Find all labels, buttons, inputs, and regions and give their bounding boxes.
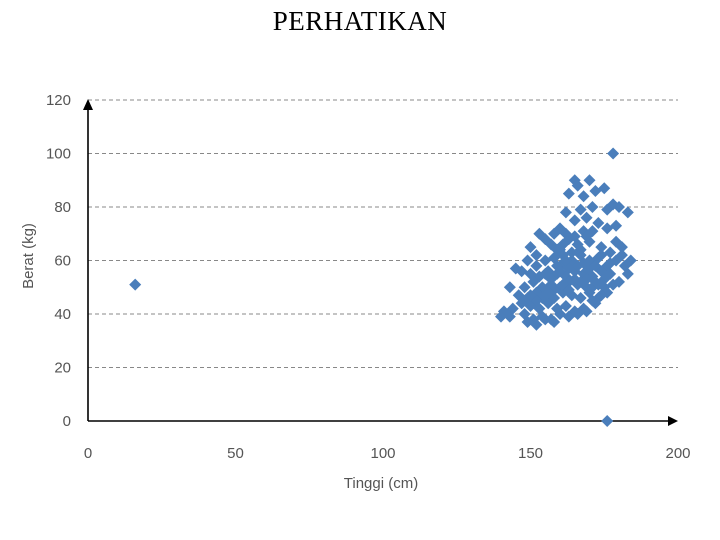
data-point bbox=[518, 281, 531, 294]
data-point bbox=[530, 259, 543, 272]
data-point bbox=[580, 211, 593, 224]
data-point bbox=[595, 249, 608, 262]
data-point bbox=[586, 294, 599, 307]
tick-labels: 0 20 40 60 80 100 120 0 50 100 150 200 bbox=[46, 92, 691, 462]
data-point bbox=[586, 201, 599, 213]
data-point bbox=[559, 254, 572, 267]
data-point bbox=[595, 241, 608, 254]
data-point bbox=[551, 243, 564, 256]
data-point bbox=[503, 281, 516, 294]
data-point bbox=[539, 267, 552, 280]
data-point bbox=[539, 254, 552, 267]
data-points bbox=[129, 147, 637, 427]
data-point bbox=[562, 187, 575, 200]
data-point bbox=[548, 316, 561, 329]
data-point bbox=[521, 316, 534, 329]
x-axis-arrow bbox=[668, 416, 678, 426]
data-point bbox=[598, 182, 611, 195]
data-point bbox=[495, 310, 507, 323]
y-tick-label: 100 bbox=[46, 146, 71, 163]
data-point bbox=[589, 259, 602, 272]
data-point bbox=[604, 246, 617, 259]
x-tick-label: 50 bbox=[227, 445, 244, 462]
data-point bbox=[586, 225, 599, 238]
data-point bbox=[503, 310, 516, 323]
data-point bbox=[568, 214, 581, 227]
data-point bbox=[607, 278, 620, 291]
x-tick-label: 200 bbox=[665, 445, 690, 462]
data-point bbox=[610, 219, 623, 232]
data-point bbox=[607, 147, 620, 160]
data-point bbox=[521, 254, 534, 267]
slide-title: PERHATIKAN bbox=[272, 6, 448, 36]
y-tick-label: 40 bbox=[54, 306, 71, 323]
y-tick-label: 80 bbox=[54, 199, 71, 216]
data-point bbox=[574, 203, 587, 216]
y-tick-label: 120 bbox=[46, 92, 71, 109]
data-point bbox=[530, 318, 543, 331]
data-point bbox=[580, 305, 593, 318]
data-point bbox=[615, 249, 628, 262]
data-point bbox=[610, 235, 623, 248]
data-point bbox=[621, 267, 634, 280]
data-point bbox=[524, 289, 537, 302]
data-point bbox=[595, 289, 608, 302]
y-axis-title: Berat (kg) bbox=[20, 223, 37, 289]
data-point bbox=[554, 265, 566, 278]
x-tick-label: 100 bbox=[370, 445, 395, 462]
data-point bbox=[129, 278, 142, 291]
data-point bbox=[562, 310, 575, 323]
y-tick-label: 0 bbox=[63, 413, 71, 430]
data-point bbox=[577, 190, 590, 203]
data-point bbox=[589, 184, 602, 197]
x-tick-label: 0 bbox=[84, 445, 92, 462]
data-point bbox=[574, 291, 587, 304]
data-point bbox=[580, 273, 593, 286]
data-point bbox=[527, 275, 540, 288]
data-point bbox=[565, 246, 578, 259]
x-tick-label: 150 bbox=[518, 445, 543, 462]
data-point bbox=[583, 174, 596, 187]
data-point bbox=[613, 201, 625, 213]
data-point bbox=[554, 308, 566, 320]
data-point bbox=[515, 297, 528, 310]
axes bbox=[83, 99, 678, 426]
x-axis-title: Tinggi (cm) bbox=[344, 475, 418, 492]
gridlines bbox=[88, 99, 678, 368]
data-point bbox=[559, 206, 572, 219]
data-point bbox=[574, 243, 587, 256]
data-point bbox=[598, 273, 611, 286]
y-tick-label: 20 bbox=[54, 360, 71, 377]
data-point bbox=[562, 283, 575, 296]
data-point bbox=[601, 415, 614, 427]
data-point bbox=[604, 257, 617, 270]
data-point bbox=[524, 241, 537, 254]
data-point bbox=[509, 262, 522, 275]
y-axis-arrow bbox=[83, 99, 93, 110]
data-point bbox=[559, 299, 572, 312]
data-point bbox=[530, 249, 543, 262]
data-point bbox=[568, 230, 581, 243]
data-point bbox=[548, 227, 561, 240]
data-point bbox=[601, 222, 614, 235]
data-point bbox=[571, 179, 584, 192]
data-point bbox=[592, 217, 605, 230]
data-point bbox=[539, 313, 552, 326]
y-tick-label: 60 bbox=[54, 253, 71, 270]
data-point bbox=[571, 308, 584, 320]
data-point bbox=[621, 206, 634, 219]
